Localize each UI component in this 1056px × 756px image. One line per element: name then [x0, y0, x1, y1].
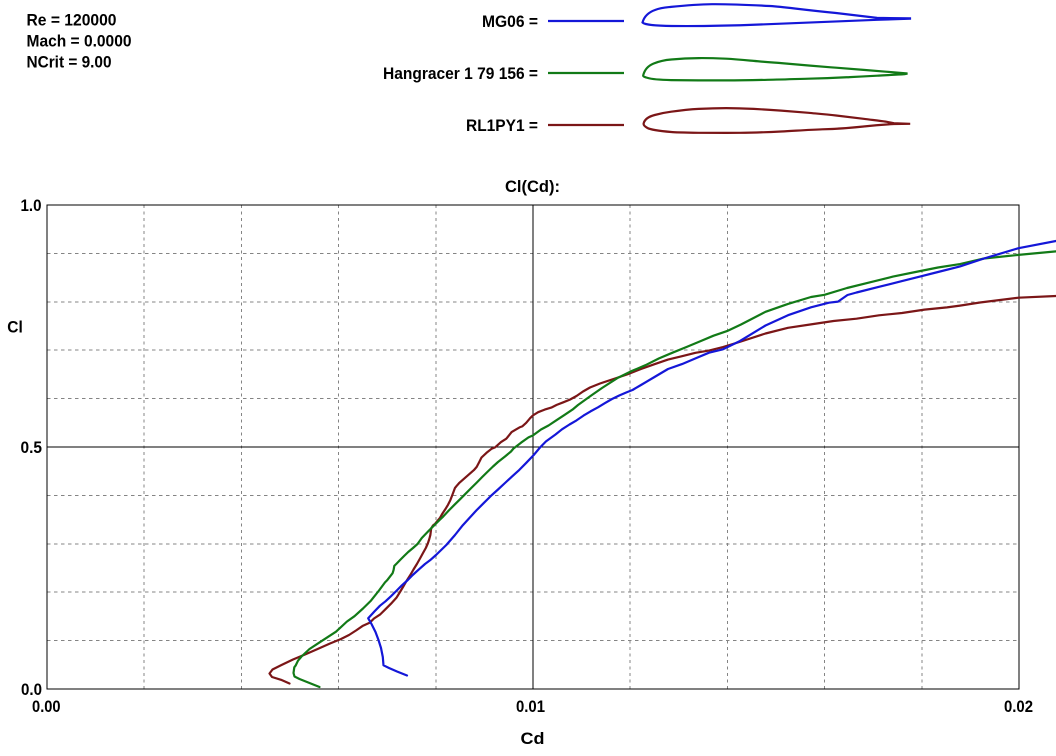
svg-text:1.0: 1.0: [21, 196, 42, 215]
svg-text:RL1PY1 =: RL1PY1 =: [466, 116, 538, 135]
svg-text:Cl: Cl: [7, 317, 23, 336]
svg-text:0.01: 0.01: [516, 697, 545, 716]
svg-text:Cl(Cd):: Cl(Cd):: [505, 177, 560, 196]
svg-text:Hangracer 1 79 156 =: Hangracer 1 79 156 =: [383, 64, 538, 83]
svg-text:0.02: 0.02: [1004, 697, 1033, 716]
svg-text:0.0: 0.0: [21, 680, 42, 699]
svg-text:Re = 120000: Re = 120000: [27, 11, 117, 30]
svg-text:Mach = 0.0000: Mach = 0.0000: [27, 32, 132, 51]
svg-text:0.00: 0.00: [32, 697, 61, 716]
svg-text:0.5: 0.5: [21, 438, 43, 457]
svg-text:NCrit = 9.00: NCrit = 9.00: [27, 53, 112, 72]
svg-text:Cd: Cd: [521, 729, 545, 748]
svg-text:MG06 =: MG06 =: [482, 12, 538, 31]
